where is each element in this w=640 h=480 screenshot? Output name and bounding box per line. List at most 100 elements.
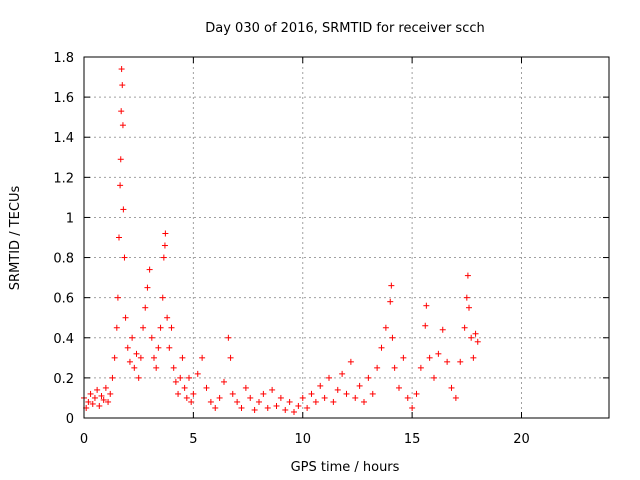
data-point [457, 358, 464, 365]
data-point [317, 382, 324, 389]
data-point [212, 404, 219, 411]
data-point [107, 390, 114, 397]
data-point [388, 282, 395, 289]
data-point [161, 242, 168, 249]
data-point [120, 206, 127, 213]
data-point [426, 354, 433, 361]
x-tick-label: 10 [294, 432, 311, 447]
data-point [131, 364, 138, 371]
data-point [137, 354, 144, 361]
data-point [339, 370, 346, 377]
data-point [146, 266, 153, 273]
data-point [159, 294, 166, 301]
data-points [81, 66, 481, 415]
y-tick-label: 0 [66, 412, 74, 427]
data-point [439, 326, 446, 333]
data-point [352, 394, 359, 401]
data-point [172, 378, 179, 385]
x-tick-label: 20 [513, 432, 530, 447]
data-point [194, 370, 201, 377]
data-point [321, 394, 328, 401]
data-point [391, 364, 398, 371]
data-point [238, 404, 245, 411]
data-point [98, 392, 105, 399]
data-point [470, 354, 477, 361]
data-point [168, 324, 175, 331]
data-point [404, 394, 411, 401]
data-point [466, 304, 472, 311]
data-point [105, 398, 112, 405]
data-point [190, 390, 197, 397]
data-point [144, 284, 151, 291]
data-point [435, 350, 442, 357]
x-tick-label: 0 [80, 432, 88, 447]
data-point [444, 358, 451, 365]
data-point [153, 364, 160, 371]
data-point [468, 334, 475, 341]
data-point [299, 394, 306, 401]
data-point [151, 354, 157, 361]
data-point [304, 404, 311, 411]
data-point [448, 384, 455, 391]
data-point [100, 396, 107, 403]
data-point [269, 386, 276, 393]
data-point [334, 386, 341, 393]
data-point [114, 294, 121, 301]
data-point [89, 400, 96, 407]
data-point [164, 314, 171, 321]
data-point [417, 364, 424, 371]
data-point [117, 156, 124, 163]
data-point [124, 344, 131, 351]
data-point [122, 314, 129, 321]
data-point [389, 334, 396, 341]
y-tick-label: 1.4 [53, 131, 74, 146]
data-point [264, 404, 271, 411]
data-point [291, 408, 297, 415]
data-point [188, 398, 195, 405]
data-point [118, 108, 125, 115]
data-point [221, 378, 227, 385]
data-point [96, 402, 103, 409]
y-tick-label: 1.6 [53, 91, 74, 106]
data-point [183, 394, 190, 401]
data-point [400, 354, 407, 361]
data-point [91, 394, 98, 401]
data-point [109, 374, 116, 381]
y-tick-label: 0.4 [53, 332, 74, 347]
y-tick-label: 1.2 [53, 171, 74, 186]
data-point [175, 390, 182, 397]
data-point [142, 304, 149, 311]
data-point [155, 344, 162, 351]
y-tick-label: 0.2 [53, 372, 74, 387]
data-point [452, 394, 459, 401]
data-point [295, 402, 302, 409]
data-point [179, 354, 186, 361]
data-point [423, 302, 430, 309]
data-point [160, 254, 167, 261]
data-point [472, 330, 479, 337]
data-point [199, 354, 206, 361]
y-axis-label: SRMTID / TECUs [8, 186, 23, 291]
data-point [378, 344, 385, 351]
data-point [361, 398, 367, 405]
data-point [225, 334, 232, 341]
data-point [116, 234, 122, 241]
data-point [409, 404, 416, 411]
data-point [234, 398, 241, 405]
data-point [203, 384, 210, 391]
y-tick-label: 1.8 [53, 51, 74, 66]
data-point [343, 390, 350, 397]
chart-title: Day 030 of 2016, SRMTID for receiver scc… [205, 21, 484, 36]
data-point [119, 82, 126, 89]
grid-lines [84, 57, 609, 418]
data-point [162, 230, 169, 237]
y-tick-label: 0.8 [53, 252, 74, 267]
data-point [374, 364, 381, 371]
data-point [396, 384, 402, 391]
data-point [140, 324, 147, 331]
data-point [365, 374, 372, 381]
data-point [461, 324, 468, 331]
y-tick-label: 1 [66, 211, 74, 226]
data-point [277, 394, 284, 401]
